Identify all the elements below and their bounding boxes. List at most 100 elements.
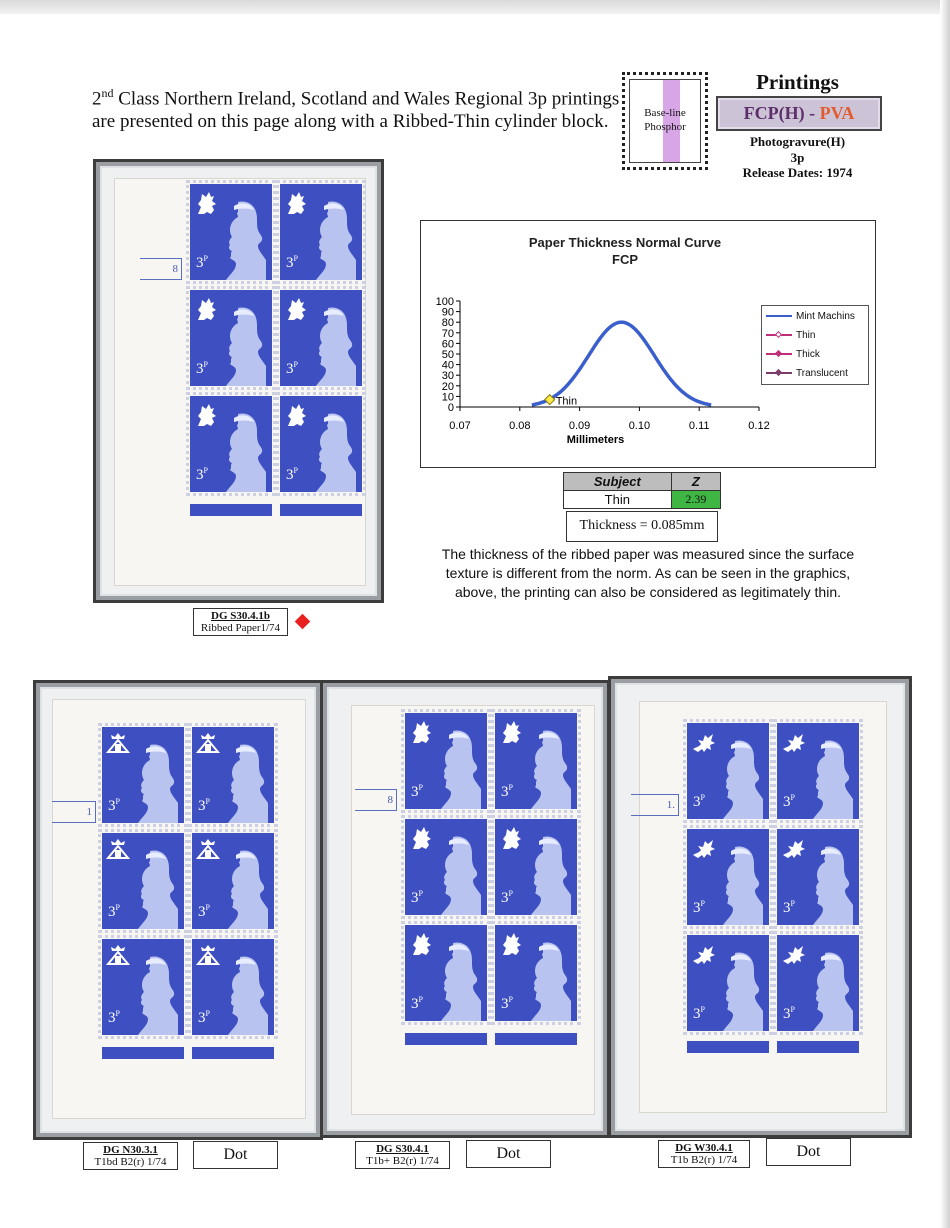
mount-ribbed-block: 8 3P 3P 3P 3P 3P 3P [93,159,384,603]
crown-hand-icon [196,733,220,753]
stamp: 3P [683,825,773,929]
catalogue-desc: T1bd B2(r) 1/74 [94,1156,167,1168]
queen-head-icon [228,744,268,823]
y-tick-label: 70 [442,328,454,340]
queen-head-icon [813,952,853,1031]
scan-top-edge [0,0,950,14]
z-subject: Thin [563,490,672,509]
queen-head-icon [723,740,763,819]
stamp: 3P [683,931,773,1035]
printings-title: Printings [756,70,839,94]
y-tick-label: 30 [442,370,454,382]
catalogue-desc: T1b+ B2(r) 1/74 [366,1155,439,1167]
margin-phosphor-bars [102,1047,274,1059]
stamp-value: 3P [108,797,120,814]
catalogue-label-scotland: DG S30.4.1 T1b+ B2(r) 1/74 [355,1141,450,1169]
stamp: 3P [401,815,491,919]
chart-subtitle: FCP [612,252,638,267]
crown-hand-icon [196,945,220,965]
stamp-value: 3P [198,1009,210,1026]
queen-head-icon [138,956,178,1035]
cylinder-number: 8 [140,258,182,280]
stamp-value: 3P [108,1009,120,1026]
queen-head-icon [226,307,266,386]
x-axis-label: Millimeters [567,434,624,446]
queen-head-icon [226,413,266,492]
legend-translucent: Translucent [766,367,848,381]
queen-head-icon [138,744,178,823]
stamp: 3P [186,286,276,390]
catalogue-label-ni: DG N30.3.1 T1bd B2(r) 1/74 [83,1142,178,1170]
stamp: 3P [188,829,278,933]
intro-paragraph: 2nd Class Northern Ireland, Scotland and… [92,86,620,133]
dot-label-scotland: Dot [466,1140,551,1168]
stamp: 3P [683,719,773,823]
stamp-value: 3P [198,903,210,920]
x-tick-label: 0.11 [689,420,710,432]
stamp-value: 3P [783,793,795,810]
crown-hand-icon [106,945,130,965]
chart-svg: Paper Thickness Normal Curve FCP 010203040… [436,235,770,446]
crown-hand-icon [196,839,220,859]
stamp-value: 3P [693,1005,705,1022]
welsh-dragon-icon [693,946,715,964]
lion-rampant-icon [288,192,306,214]
stamp: 3P [188,723,278,827]
stamp-value: 3P [411,783,423,800]
y-tick-label: 10 [442,391,454,403]
crown-hand-icon [106,733,130,753]
stamp-value: 3P [501,889,513,906]
x-tick-label: 0.09 [569,420,590,432]
stamp: 3P [276,180,366,284]
cylinder-number: 8 [355,789,397,811]
x-tick-label: 0.12 [748,420,769,432]
stamp: 3P [186,392,276,496]
lion-rampant-icon [413,721,431,743]
queen-head-icon [723,952,763,1031]
stamp: 3P [98,723,188,827]
printing-info: Photogravure(H) 3p Release Dates: 1974 [715,134,880,181]
queen-head-icon [531,730,571,809]
queen-head-icon [441,730,481,809]
stamp-value: 3P [108,903,120,920]
y-tick-label: 100 [436,296,454,308]
queen-head-icon [228,850,268,929]
y-tick-label: 60 [442,338,454,350]
queen-head-icon [441,942,481,1021]
stamp-block-northern-ireland: 3P 3P 3P 3P 3P 3P [98,723,278,1039]
phosphor-label-2: Phosphor [644,121,686,133]
fcp-pva-badge: FCP(H) - PVA [716,96,882,131]
chart-legend: Mint Machins Thin Thick Translucent [761,305,869,385]
cylinder-number: 1 [52,801,96,823]
mount-northern-ireland: 1 3P 3P 3P 3P 3P 3P [33,680,323,1140]
stamp: 3P [276,286,366,390]
stamp-block-wales: 3P 3P 3P 3P 3P 3P [683,719,863,1035]
stamp: 3P [401,709,491,813]
lion-rampant-icon [198,192,216,214]
stamp-value: 3P [693,793,705,810]
stamp: 3P [773,931,863,1035]
mount-wales: 1. 3P 3P 3P 3P 3P 3P [608,676,912,1138]
z-header-z: Z [670,472,722,491]
phosphor-label-1: Base-line [644,107,686,119]
lion-rampant-icon [198,404,216,426]
scan-right-edge [940,0,950,1228]
stamp-block-scotland-ribbed: 3P 3P 3P 3P 3P 3P [186,180,366,496]
legend-mint: Mint Machins [766,310,855,324]
stamp-block-scotland: 3P 3P 3P 3P 3P 3P [401,709,581,1025]
queen-head-icon [531,942,571,1021]
z-value: 2.39 [670,490,722,509]
stamp-value: 3P [198,797,210,814]
stamp: 3P [98,829,188,933]
lion-rampant-icon [413,827,431,849]
stamp-value: 3P [196,360,208,377]
red-diamond-marker [294,613,311,630]
margin-phosphor-bars [405,1033,577,1045]
stamp-value: 3P [286,466,298,483]
stamp-value: 3P [286,254,298,271]
process-name: Photogravure(H) [749,134,846,149]
catalogue-number: DG S30.4.1b [211,610,270,622]
stamp: 3P [491,921,581,1025]
stamp-denomination: 3p [790,149,805,165]
y-tick-label: 90 [442,307,454,319]
